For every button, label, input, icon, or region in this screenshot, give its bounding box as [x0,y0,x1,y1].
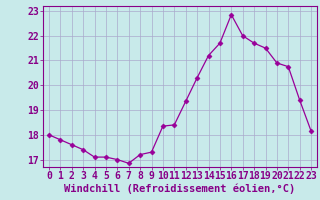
X-axis label: Windchill (Refroidissement éolien,°C): Windchill (Refroidissement éolien,°C) [64,184,296,194]
